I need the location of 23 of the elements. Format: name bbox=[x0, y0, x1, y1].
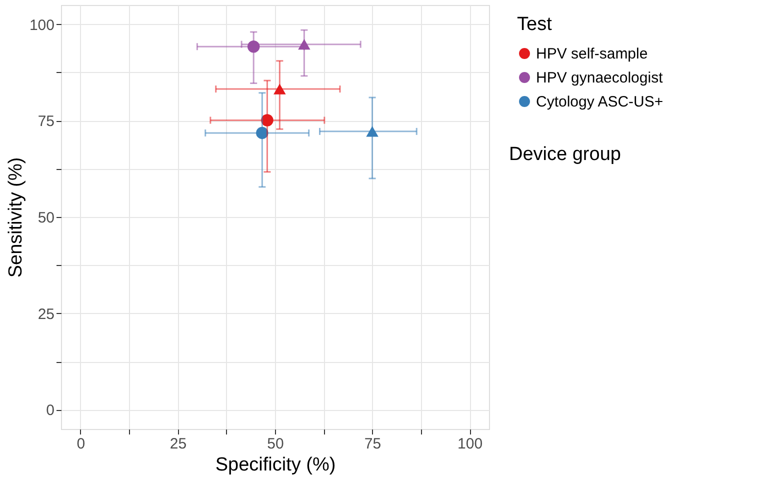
y-tick-label: 100 bbox=[29, 16, 54, 34]
x-tick-label: 75 bbox=[364, 436, 382, 452]
x-tick-label: 25 bbox=[170, 436, 187, 452]
point bbox=[247, 40, 260, 53]
x-tick-label: 0 bbox=[76, 436, 86, 452]
x-tick-label: 100 bbox=[458, 436, 483, 452]
y-tick-label: 0 bbox=[46, 402, 54, 420]
legend-label: Cytology ASC-US+ bbox=[536, 94, 664, 110]
y-tick-label: 25 bbox=[38, 306, 54, 323]
point bbox=[261, 114, 274, 126]
y-tick-label: 50 bbox=[38, 210, 54, 226]
y-axis-title: Sensitivity (%) bbox=[5, 157, 26, 278]
point bbox=[298, 39, 310, 50]
point bbox=[274, 84, 286, 94]
y-tick-label: 75 bbox=[38, 113, 54, 130]
legend-label: HPV gynaecologist bbox=[536, 70, 664, 86]
x-tick-label: 50 bbox=[267, 436, 284, 452]
legend-label: HPV self-sample bbox=[536, 46, 648, 62]
point bbox=[256, 126, 268, 140]
legend-title: Test bbox=[517, 14, 553, 35]
point bbox=[366, 126, 378, 137]
text: Device group bbox=[509, 144, 621, 165]
x-axis-title: Specificity (%) bbox=[215, 454, 336, 476]
